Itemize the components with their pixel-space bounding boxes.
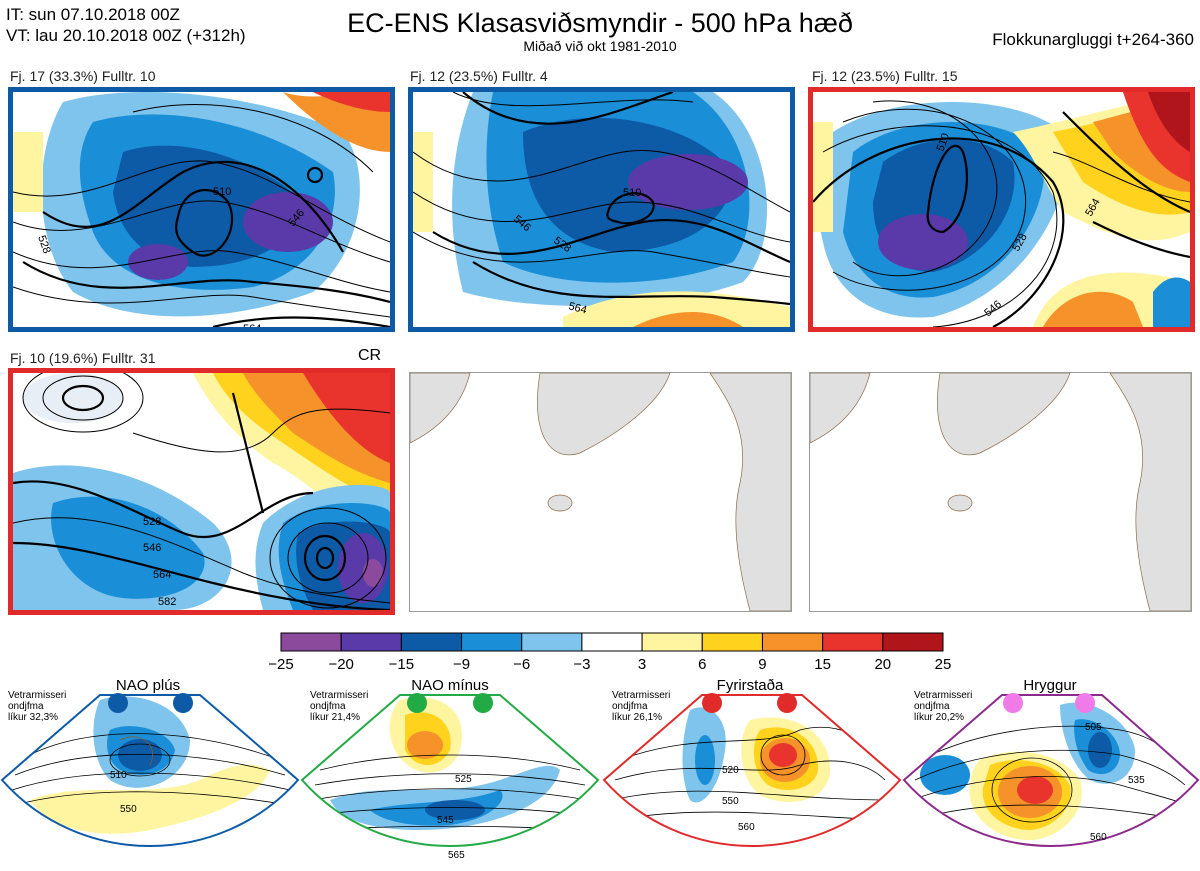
colorbar-tick-5: −3 [573,656,591,673]
panel-3-label: Fj. 12 (23.5%) Fulltr. 15 [812,68,958,84]
regime-4-title: Hryggur [1023,677,1077,694]
initial-time: IT: sun 07.10.2018 00Z [6,5,180,24]
panel-2-contour-564: 564 [567,300,588,316]
colorbar-tick-2: −15 [388,656,415,673]
regime-1-dot-right [173,693,193,713]
colorbar-swatch-8 [761,632,824,652]
colorbar-tick-11: 25 [934,656,952,673]
colorbar [280,632,944,657]
header-info: IT: sun 07.10.2018 00Z VT: lau 20.10.201… [6,4,246,46]
cluster-map-4: 528 546 564 582 [8,368,395,615]
cluster-map-2: 510 528 546 564 [408,87,795,332]
page-title: EC-ENS Klasasviðsmyndir - 500 hPa hæð [347,8,853,38]
regime-2-dot-right [473,693,493,713]
colorbar-tick-4: −6 [513,656,531,673]
regime-1-dot-left [108,693,128,713]
panel-4-contour-528: 528 [143,516,161,528]
colorbar-tick-8: 9 [758,656,767,673]
colorbar-swatch-1 [340,632,402,652]
regime-3-contour-550: 550 [722,796,739,807]
panel-4-label: Fj. 10 (19.6%) Fulltr. 31 [10,350,156,366]
colorbar-swatch-3 [461,632,523,652]
regime-2-contour-565: 565 [448,850,465,861]
panel-1-label: Fj. 17 (33.3%) Fulltr. 10 [10,68,156,84]
panel-2-label: Fj. 12 (23.5%) Fulltr. 4 [410,68,548,84]
regime-3-note: Vetrarmisseri ondjfma líkur 26,1% [612,690,671,723]
regime-4-dot-left [1003,693,1023,713]
colorbar-tick-9: 15 [814,656,831,673]
colorbar-swatches [280,632,944,652]
regime-2-map [302,695,598,846]
regime-2-title: NAO mínus [411,677,489,694]
colorbar-tick-7: 6 [698,656,707,673]
panel-4-tag: CR [358,347,382,364]
regime-3-contour-520: 520 [722,765,739,776]
colorbar-tick-6: 3 [637,656,647,673]
panel-4-contour-564: 564 [153,569,171,581]
regime-3-dot-right [777,693,797,713]
classification-window: Flokkunargluggi t+264-360 [992,30,1194,49]
regime-3-map [604,695,900,846]
cluster-map-3: 510 528 546 564 [808,87,1195,332]
regime-1-contour-510: 510 [110,770,127,781]
regime-3-contour-560: 560 [738,822,755,833]
panel-1-contour-510: 510 [213,186,231,198]
regime-4-dot-right [1075,693,1095,713]
regime-2-dot-left [407,693,427,713]
colorbar-tick-0: −25 [268,656,294,673]
empty-map-6 [809,372,1192,612]
colorbar-swatch-7 [701,632,763,652]
regime-4-map [904,695,1198,846]
panel-3-contour-510: 510 [935,132,953,153]
regime-4-note: Vetrarmisseri ondjfma líkur 20,2% [914,690,973,723]
panel-2-contour-510: 510 [623,187,641,199]
regime-2-contour-525: 525 [455,774,472,785]
regime-3-title: Fyrirstaða [716,677,784,694]
regime-1-map [2,695,298,846]
regime-4-contour-505: 505 [1085,722,1102,733]
colorbar-swatch-10 [882,632,944,652]
cluster-map-1: 510 528 546 564 [8,87,395,332]
panel-1-contour-528: 528 [35,234,53,255]
regime-4-contour-560: 560 [1090,832,1107,843]
regime-1-title: NAO plús [115,677,181,694]
valid-time: VT: lau 20.10.2018 00Z (+312h) [6,26,246,45]
regime-4-contour-535: 535 [1128,775,1145,786]
panel-1-contour-564: 564 [243,323,261,327]
panel-4-contour-546: 546 [143,542,161,554]
colorbar-swatch-6 [641,632,703,652]
colorbar-tick-3: −9 [452,656,471,673]
colorbar-tick-1: −20 [328,656,354,673]
regime-1-note: Vetrarmisseri ondjfma líkur 32,3% [8,690,67,723]
colorbar-swatch-2 [400,632,463,652]
regime-maps: 510 550 525 545 565 [0,693,1200,861]
regime-3-dot-left [702,693,722,713]
panel-4-contour-582: 582 [158,596,176,608]
colorbar-swatch-5 [581,632,643,652]
regime-2-contour-545: 545 [437,815,454,826]
colorbar-swatch-0 [280,632,342,652]
regime-2-note: Vetrarmisseri ondjfma líkur 21,4% [310,690,369,723]
regime-1-contour-550: 550 [120,804,137,815]
empty-map-5 [409,372,792,612]
page-subtitle: Miðað við okt 1981-2010 [523,38,677,54]
colorbar-swatch-4 [521,632,583,652]
colorbar-tick-10: 20 [874,656,892,673]
colorbar-swatch-9 [822,632,884,652]
